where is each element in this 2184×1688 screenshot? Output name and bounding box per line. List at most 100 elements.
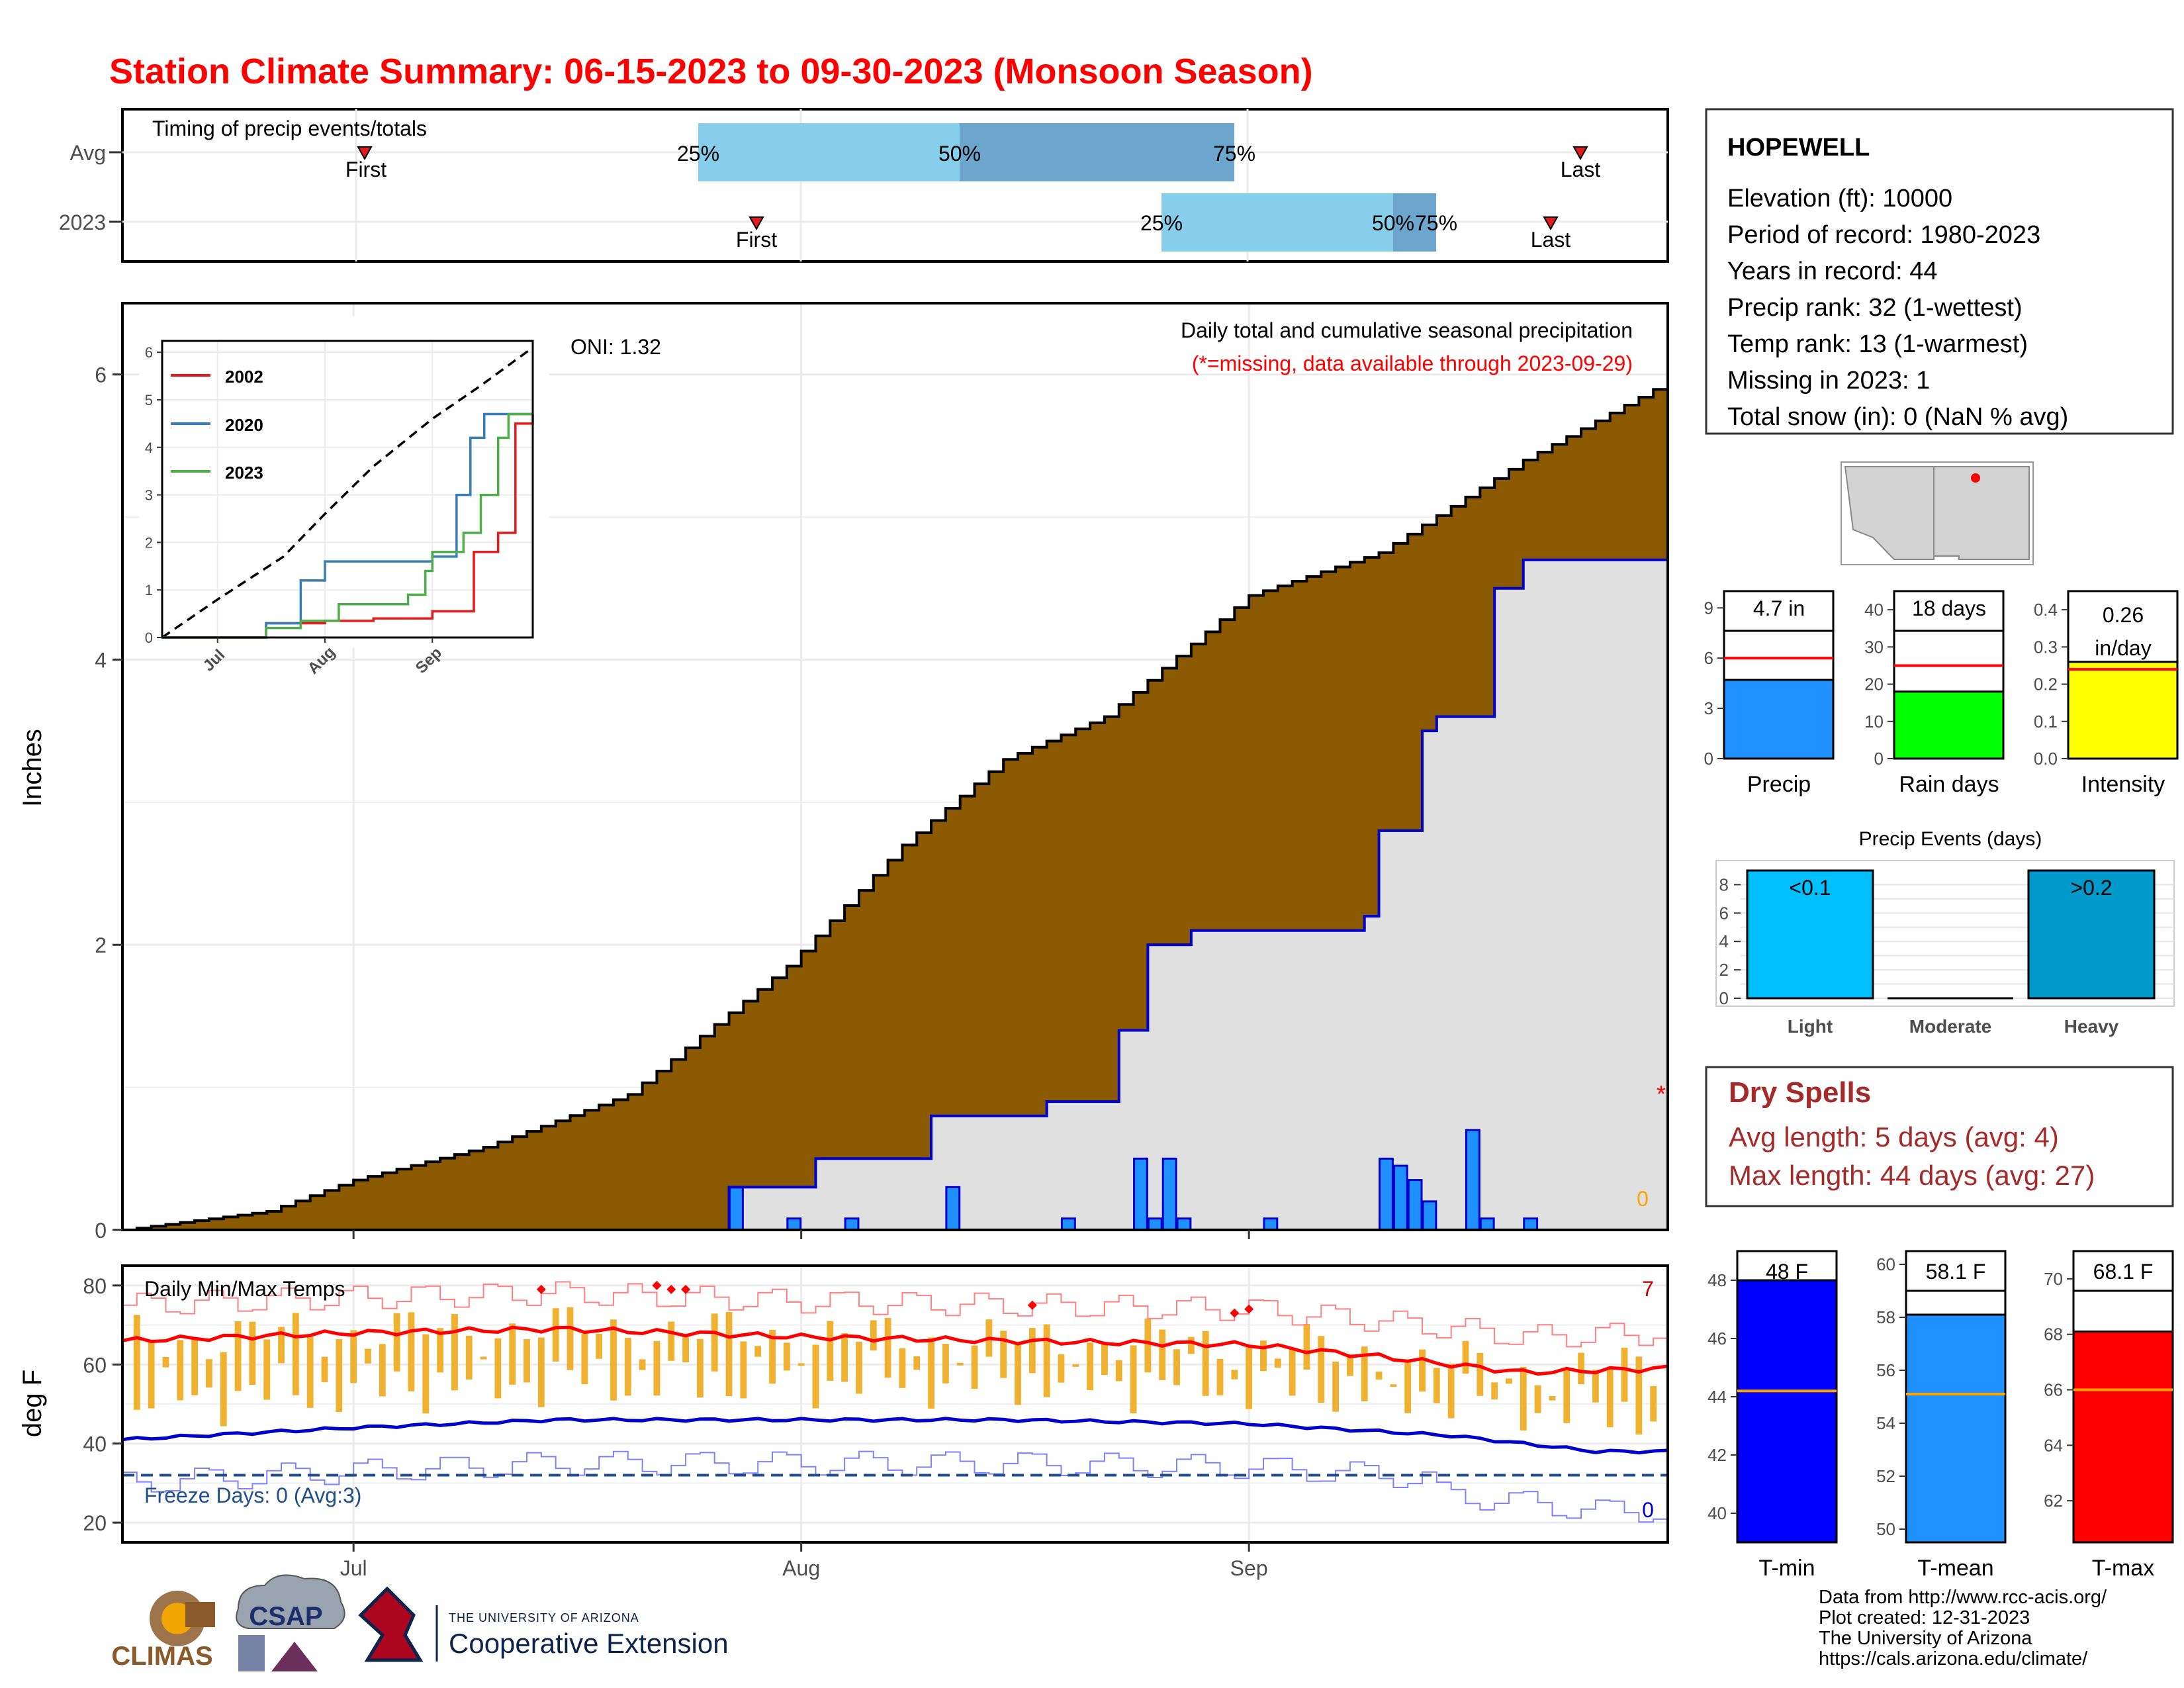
legend-2002: 2002 [225, 367, 263, 387]
daily-temp-bar [1462, 1340, 1469, 1374]
temp-axes: 20 40 60 80 Jul Aug Sep [83, 1274, 1267, 1580]
daily-temp-bar [336, 1338, 343, 1413]
mini-tick-label: 0 [1704, 749, 1713, 769]
daily-precip-bar [1465, 1129, 1480, 1231]
timing-label: Timing of precip events/totals [152, 117, 427, 140]
events-bars: 0 2 4 6 8 [1719, 869, 2174, 1008]
daily-temp-bar [668, 1321, 675, 1361]
daily-temp-bar [1491, 1382, 1498, 1400]
daily-temp-bar [162, 1356, 169, 1368]
mini-tick-label: 0 [1874, 749, 1884, 769]
daily-temp-bar [1000, 1331, 1007, 1378]
avg-p25-label: 25% [677, 142, 719, 165]
daily-precip-bar [945, 1186, 961, 1231]
events-tick-label: 4 [1719, 931, 1729, 951]
daily-temp-bar [856, 1341, 862, 1394]
daily-temp-bar [610, 1319, 617, 1401]
station-temp-rank: Temp rank: 13 (1-warmest) [1727, 330, 2028, 358]
daily-temp-bar [206, 1359, 212, 1388]
temp-y-tick-label: 80 [83, 1274, 107, 1298]
daily-temp-bar [913, 1356, 921, 1370]
temp-y-tick-label: 40 [83, 1432, 107, 1456]
daily-temp-bar [234, 1321, 242, 1391]
daily-temp-bar [263, 1339, 271, 1400]
mini-tick-label: 0.3 [2034, 637, 2058, 657]
daily-temp-bar [1231, 1370, 1238, 1380]
daily-temp-bar [133, 1315, 140, 1410]
intensity-mini: 0.26 in/day Intensity [2067, 590, 2179, 797]
intensity-mini-value: 0.26 [2103, 603, 2144, 627]
cold-count: 0 [1642, 1498, 1654, 1522]
tmax-label: T-max [2092, 1556, 2154, 1581]
mini-tick-label: 40 [1864, 600, 1884, 620]
daily-precip-bar [844, 1217, 860, 1231]
daily-temp-bar [783, 1342, 790, 1371]
daily-temp-bar [1375, 1372, 1383, 1380]
daily-temp-bar [393, 1313, 400, 1372]
inset-y-tick-label: 2 [145, 534, 153, 551]
zero-count-label: 0 [1637, 1187, 1649, 1211]
y2023-50-75-bar [1393, 193, 1436, 252]
station-period: Period of record: 1980-2023 [1727, 221, 2040, 249]
daily-temp-bar [740, 1341, 747, 1399]
daily-temp-bar [841, 1333, 848, 1382]
daily-precip-bar [1060, 1217, 1076, 1231]
locator-map [1841, 461, 2034, 565]
daily-temp-bar [1015, 1344, 1021, 1405]
daily-temp-bar [581, 1333, 588, 1385]
events-cat-heavy: Heavy [2064, 1016, 2119, 1037]
events-label-light: <0.1 [1789, 876, 1831, 900]
temp-mini-tick-label: 42 [1707, 1445, 1727, 1465]
inset-y-tick-label: 5 [145, 392, 153, 408]
daily-temp-bar [1650, 1386, 1657, 1422]
daily-temp-bar [350, 1330, 357, 1383]
tmin-label: T-min [1759, 1556, 1815, 1581]
temp-mini-tick-label: 40 [1707, 1503, 1727, 1523]
daily-temp-bar [928, 1337, 934, 1409]
mini-tick-label: 10 [1864, 712, 1884, 731]
y2023-p75-label: 75% [1415, 211, 1457, 235]
daily-precip-bar [1479, 1217, 1495, 1231]
daily-temp-bar [1332, 1361, 1339, 1412]
daily-temp-bar [278, 1327, 285, 1364]
inset-y-tick-label: 1 [145, 582, 153, 598]
mini-tick-label: 0.4 [2034, 600, 2058, 620]
avg-first-label: First [345, 158, 387, 181]
avg-25-50-bar [698, 123, 960, 181]
station-box [1705, 108, 2174, 435]
ua-small-text: THE UNIVERSITY OF ARIZONA [449, 1611, 639, 1624]
daily-temp-bar [1447, 1364, 1455, 1419]
csap-logo: CSAP [236, 1574, 345, 1671]
daily-temp-bar [451, 1314, 458, 1391]
temp-frame [121, 1264, 1669, 1544]
daily-temp-bar [422, 1334, 430, 1414]
avg-p50-label: 50% [938, 142, 981, 165]
temp-y-tick-label: 60 [83, 1353, 107, 1377]
daily-temp-bar [1433, 1368, 1440, 1403]
daily-temp-bar [696, 1338, 704, 1398]
daily-temp-bar [1274, 1358, 1281, 1368]
tmean-label: T-mean [1917, 1556, 1993, 1581]
daily-temp-bar [1621, 1348, 1628, 1402]
daily-precip-bar [1176, 1217, 1192, 1231]
record-high-dot [652, 1280, 662, 1290]
intensity-mini-unit: in/day [2095, 636, 2151, 660]
daily-temp-bar [1087, 1342, 1094, 1390]
record-high-dot [536, 1284, 546, 1294]
record-high-dot [1027, 1300, 1037, 1310]
avg-p75-label: 75% [1213, 142, 1255, 165]
month-tick-label: Aug [782, 1556, 820, 1580]
daily-precip-bar [1161, 1157, 1177, 1231]
daily-temp-bar [1187, 1336, 1195, 1354]
credit-line-1: Data from http://www.rcc-acis.org/ [1819, 1587, 2107, 1608]
events-tick-label: 8 [1719, 874, 1729, 894]
daily-temp-bar [379, 1344, 386, 1397]
inset-y-tick-label: 6 [145, 344, 153, 361]
oni-label: ONI: 1.32 [570, 335, 661, 359]
daily-temp-bar [1346, 1354, 1353, 1376]
inset-y-tick-label: 3 [145, 487, 153, 504]
mini-tick-label: 20 [1864, 675, 1884, 694]
daily-precip-bar [1407, 1179, 1423, 1231]
daily-precip-bar [1422, 1200, 1437, 1231]
